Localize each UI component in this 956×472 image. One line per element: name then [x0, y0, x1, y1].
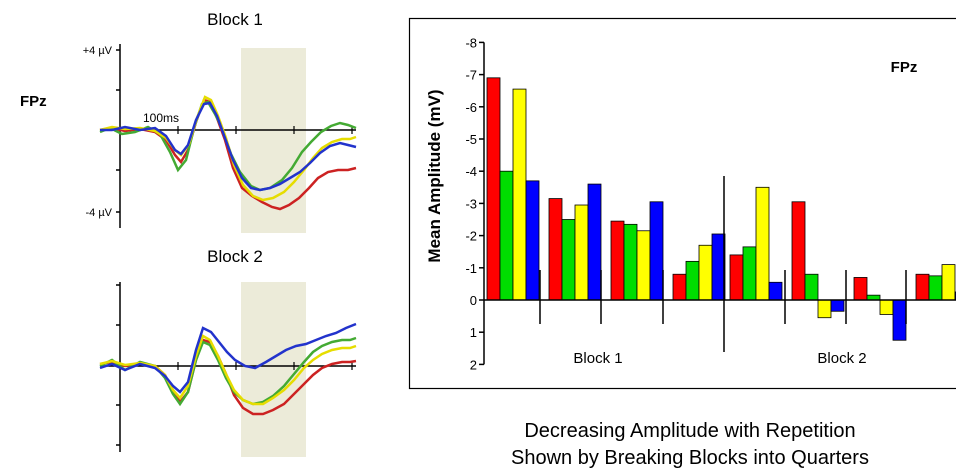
bar — [526, 181, 539, 300]
y-tick-label: 2 — [470, 357, 477, 372]
block1-ytop-label: +4 µV — [83, 45, 113, 57]
figure-caption: Decreasing Amplitude with Repetition Sho… — [410, 418, 956, 472]
bar — [854, 277, 867, 300]
y-tick-label: -7 — [465, 68, 477, 83]
bar — [650, 202, 663, 300]
bar-chart: FPz Mean Amplitude (mV) -8 -7 -6 -5 -4 -3 -2 -1… — [410, 19, 956, 389]
block1-highlight — [241, 48, 306, 233]
bar — [673, 274, 686, 300]
bar — [549, 199, 562, 300]
bar — [624, 224, 637, 300]
bar — [893, 300, 906, 340]
bar — [818, 300, 831, 318]
bar — [730, 255, 743, 300]
bar — [929, 276, 942, 300]
chart-annotation: FPz — [891, 59, 918, 76]
block-label: Block 1 — [573, 350, 622, 367]
bar — [916, 274, 929, 300]
bar — [487, 78, 500, 300]
caption-line-1: Decreasing Amplitude with Repetition — [410, 418, 956, 445]
bar — [831, 300, 844, 311]
bar — [699, 245, 712, 300]
y-tick-label: -5 — [465, 132, 477, 147]
y-tick-label: -2 — [465, 229, 477, 244]
bar — [562, 220, 575, 301]
bar — [805, 274, 818, 300]
bar — [880, 300, 893, 314]
block1-title: Block 1 — [207, 10, 263, 29]
y-tick-label: -1 — [465, 261, 477, 276]
bar — [611, 221, 624, 300]
caption-line-2: Shown by Breaking Blocks into Quarters — [410, 445, 956, 472]
block1-ybottom-label: -4 µV — [85, 207, 112, 219]
bar — [756, 187, 769, 300]
erp-panel: FPz Block 1 +4 µV -4 µV 100ms Block 2 — [20, 10, 356, 457]
y-tick-label: 1 — [470, 325, 477, 340]
bar — [637, 231, 650, 300]
bar — [575, 205, 588, 300]
bar — [769, 282, 782, 300]
bar — [513, 89, 526, 300]
block-label: Block 2 — [817, 350, 866, 367]
bar — [743, 247, 756, 300]
bar — [792, 202, 805, 300]
erp-block1: Block 1 +4 µV -4 µV 100ms — [83, 10, 356, 233]
block1-time-label: 100ms — [143, 111, 179, 125]
bar — [712, 234, 725, 300]
bar — [500, 171, 513, 300]
channel-label: FPz — [20, 93, 47, 110]
y-tick-label: 0 — [470, 293, 477, 308]
erp-block2: Block 2 — [100, 247, 356, 457]
y-tick-label: -4 — [465, 164, 477, 179]
bar — [686, 261, 699, 300]
bar — [588, 184, 601, 300]
y-tick-label: -3 — [465, 196, 477, 211]
y-tick-label: -6 — [465, 100, 477, 115]
y-tick-label: -8 — [465, 35, 477, 50]
y-axis-label: Mean Amplitude (mV) — [425, 89, 444, 262]
block2-title: Block 2 — [207, 247, 263, 266]
figure: FPz Block 1 +4 µV -4 µV 100ms Block 2 — [0, 0, 956, 460]
bar — [942, 265, 955, 300]
